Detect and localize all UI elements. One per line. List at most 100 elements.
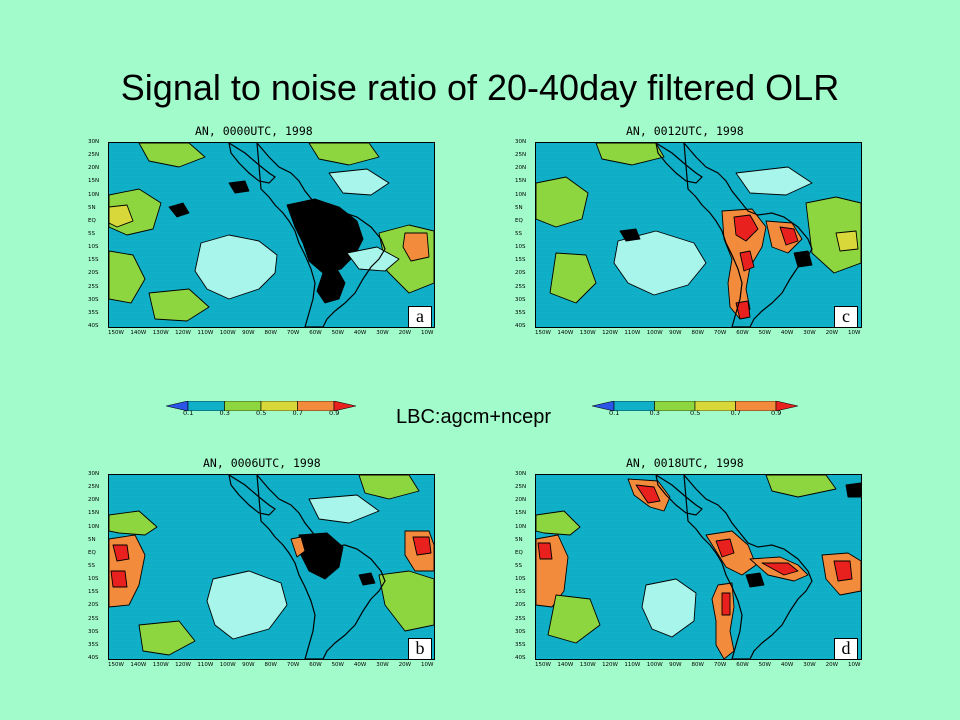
lat-label: 20S bbox=[88, 270, 99, 277]
lat-label: 5S bbox=[88, 231, 95, 237]
lon-label: 100W bbox=[646, 662, 663, 668]
lat-label: 15S bbox=[88, 257, 99, 264]
lon-label: 150W bbox=[535, 662, 551, 668]
lat-label: 25S bbox=[515, 283, 526, 290]
lon-label: 40W bbox=[780, 662, 794, 668]
lon-label: 10W bbox=[848, 330, 861, 336]
lon-label: 90W bbox=[669, 662, 682, 668]
colorbar-right: 0.1 0.3 0.5 0.7 0.9 bbox=[591, 398, 799, 417]
lat-label: EQ bbox=[88, 217, 96, 224]
colorbar-tick-label: 0.1 bbox=[609, 409, 620, 417]
lon-label: 60W bbox=[309, 662, 322, 668]
lat-label: 10N bbox=[88, 523, 100, 530]
colorbar-segment bbox=[654, 400, 696, 412]
lon-label: 130W bbox=[152, 662, 169, 668]
lat-label: 25N bbox=[88, 152, 100, 159]
lat-label: 35S bbox=[515, 309, 526, 316]
colorbar-tick-label: 0.9 bbox=[771, 409, 782, 417]
lon-label: 60W bbox=[736, 330, 749, 336]
lat-label: 20N bbox=[515, 497, 527, 504]
map-frame-c bbox=[535, 142, 862, 328]
lon-label: 100W bbox=[219, 330, 236, 336]
lat-label: 10S bbox=[88, 576, 99, 583]
lon-label: 90W bbox=[242, 662, 255, 668]
lon-label: 110W bbox=[197, 662, 214, 668]
lon-label: 50W bbox=[331, 330, 344, 336]
map-field-c bbox=[536, 143, 861, 327]
lon-label: 40W bbox=[353, 330, 367, 336]
lon-label: 40W bbox=[780, 330, 794, 336]
lat-label: 15N bbox=[88, 510, 100, 517]
lon-label: 60W bbox=[736, 662, 749, 668]
lat-label: 30N bbox=[88, 139, 100, 145]
panel-letter-d: d bbox=[834, 638, 858, 660]
lat-label: 10N bbox=[88, 191, 100, 198]
lon-label: 50W bbox=[758, 662, 771, 668]
lat-label: 25N bbox=[515, 152, 527, 159]
lon-label: 80W bbox=[691, 662, 704, 668]
lat-label: 30N bbox=[515, 139, 527, 145]
lat-label: 30N bbox=[88, 471, 100, 477]
lat-label: 15S bbox=[88, 589, 99, 596]
lat-label: 35S bbox=[88, 309, 99, 316]
lon-label: 90W bbox=[669, 330, 682, 336]
lat-label: 20N bbox=[88, 497, 100, 504]
lon-label: 30W bbox=[376, 662, 389, 668]
colorbar-segment bbox=[735, 400, 777, 412]
colorbar-tick-label: 0.7 bbox=[292, 409, 303, 417]
lon-label: 70W bbox=[286, 330, 300, 336]
lon-label: 30W bbox=[376, 330, 389, 336]
lat-label: 15S bbox=[515, 589, 526, 596]
lon-label: 120W bbox=[175, 662, 191, 668]
colorbar-tick-label: 0.5 bbox=[256, 409, 267, 417]
lat-label: 5N bbox=[88, 204, 96, 211]
lat-label: 10S bbox=[515, 576, 526, 583]
panel-letter-b: b bbox=[408, 638, 432, 660]
map-frame-b bbox=[108, 474, 435, 660]
map-frame-d bbox=[535, 474, 862, 660]
lat-label: 25N bbox=[515, 484, 527, 491]
lon-label: 30W bbox=[803, 662, 816, 668]
lat-label: 10S bbox=[515, 244, 526, 251]
colorbar-tick-label: 0.5 bbox=[690, 409, 701, 417]
lat-label: 30S bbox=[88, 296, 99, 303]
lon-label: 10W bbox=[421, 330, 434, 336]
colorbar-tick-label: 0.1 bbox=[183, 409, 194, 417]
lon-label: 80W bbox=[264, 662, 277, 668]
lat-label: 15N bbox=[515, 178, 527, 185]
lon-label: 130W bbox=[579, 330, 596, 336]
lat-label: 25N bbox=[88, 484, 100, 491]
lon-label: 140W bbox=[557, 330, 574, 336]
lon-label: 130W bbox=[579, 662, 596, 668]
lat-label: 20S bbox=[515, 602, 526, 609]
lon-label: 110W bbox=[197, 330, 214, 336]
lat-label: 25S bbox=[88, 615, 99, 622]
colorbar-segment bbox=[694, 400, 736, 412]
lat-label: 30S bbox=[515, 296, 526, 303]
colorbar-segment bbox=[613, 400, 655, 412]
colorbar-left: 0.1 0.3 0.5 0.7 0.9 bbox=[165, 398, 357, 417]
panel-title-c: AN, 0012UTC, 1998 bbox=[626, 124, 744, 138]
lat-label: 40S bbox=[515, 655, 526, 661]
slide-title: Signal to noise ratio of 20-40day filter… bbox=[120, 67, 840, 108]
map-field-b bbox=[109, 475, 434, 659]
lon-label: 20W bbox=[398, 330, 412, 336]
map-frame-a bbox=[108, 142, 435, 328]
lat-label: 30S bbox=[515, 628, 526, 635]
lat-label: 35S bbox=[515, 641, 526, 648]
lon-label: 40W bbox=[353, 662, 367, 668]
lon-label: 100W bbox=[219, 662, 236, 668]
lat-label: 30S bbox=[88, 628, 99, 635]
lat-label: 35S bbox=[88, 641, 99, 648]
lon-label: 150W bbox=[108, 330, 124, 336]
colorbar-left-bar bbox=[165, 400, 357, 412]
lat-label: 20S bbox=[515, 270, 526, 277]
lat-label: 5S bbox=[88, 563, 95, 569]
colorbar-segment bbox=[333, 400, 357, 412]
lon-label: 110W bbox=[624, 662, 641, 668]
lat-label: EQ bbox=[88, 549, 96, 556]
map-field-d bbox=[536, 475, 861, 659]
lon-label: 140W bbox=[130, 330, 147, 336]
lat-label: 5S bbox=[515, 563, 522, 569]
colorbar-tick-label: 0.3 bbox=[219, 409, 230, 417]
